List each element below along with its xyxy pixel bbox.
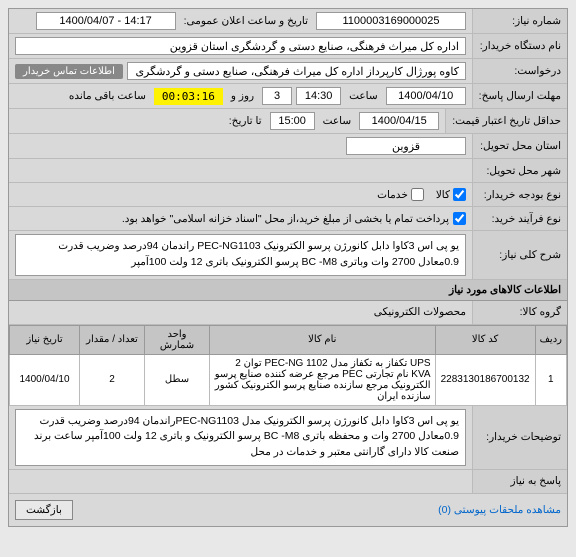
buyer-notes-label: توضیحات خریدار: xyxy=(472,406,567,469)
validity-label: حداقل تاریخ اعتبار قیمت: xyxy=(445,109,567,133)
city-label: شهر محل تحویل: xyxy=(472,159,567,182)
td-idx: 1 xyxy=(535,354,566,405)
row-requester: درخواست: اطلاعات تماس خریدار xyxy=(9,59,567,84)
table-header-row: ردیف کد کالا نام کالا واحد شمارش تعداد /… xyxy=(10,325,567,354)
days-word: روز و xyxy=(227,90,258,102)
items-table: ردیف کد کالا نام کالا واحد شمارش تعداد /… xyxy=(9,325,567,406)
contact-badge[interactable]: اطلاعات تماس خریدار xyxy=(15,64,123,79)
cb-goods-item[interactable]: کالا xyxy=(436,188,466,201)
requester-value-cell: اطلاعات تماس خریدار xyxy=(9,59,472,83)
hour-label-2: ساعت xyxy=(319,115,356,127)
validity-cell: ساعت تا تاریخ: xyxy=(9,109,445,133)
row-buyer-notes: توضیحات خریدار: یو پی اس 3کاوا دابل کانو… xyxy=(9,406,567,470)
main-desc-text: یو پی اس 3کاوا دابل کانورژن پرسو الکترون… xyxy=(15,234,466,276)
td-code: 2283130186700132 xyxy=(435,354,535,405)
announce-label: تاریخ و ساعت اعلان عمومی: xyxy=(180,15,312,27)
cb-goods-label: کالا xyxy=(436,189,450,201)
province-cell xyxy=(9,134,472,158)
process-note: پرداخت تمام یا بخشی از مبلغ خرید،از محل … xyxy=(122,213,449,225)
row-request-number: شماره نیاز: تاریخ و ساعت اعلان عمومی: xyxy=(9,9,567,34)
org-value-cell xyxy=(9,34,472,58)
row-city: شهر محل تحویل: xyxy=(9,159,567,183)
th-qty: تعداد / مقدار xyxy=(80,325,145,354)
reply-cell xyxy=(9,470,472,493)
back-button[interactable]: بازگشت xyxy=(15,500,73,520)
response-date-input[interactable] xyxy=(386,87,466,105)
td-date: 1400/04/10 xyxy=(10,354,80,405)
req-number-input[interactable] xyxy=(316,12,466,30)
requester-input[interactable] xyxy=(127,62,466,80)
row-validity: حداقل تاریخ اعتبار قیمت: ساعت تا تاریخ: xyxy=(9,109,567,134)
row-org: نام دستگاه خریدار: xyxy=(9,34,567,59)
countdown-timer: 00:03:16 xyxy=(154,88,223,105)
th-row: ردیف xyxy=(535,325,566,354)
th-name: نام کالا xyxy=(210,325,436,354)
form-container: شماره نیاز: تاریخ و ساعت اعلان عمومی: نا… xyxy=(8,8,568,527)
response-hour-input[interactable] xyxy=(296,87,341,105)
attachments-link[interactable]: مشاهده ملحقات پیوستی (0) xyxy=(438,504,561,516)
th-unit: واحد شمارش xyxy=(145,325,210,354)
footer-row: مشاهده ملحقات پیوستی (0) بازگشت xyxy=(9,494,567,526)
group-label: گروه کالا: xyxy=(472,301,567,324)
validity-date-input[interactable] xyxy=(359,112,439,130)
req-number-label: شماره نیاز: xyxy=(472,9,567,33)
requester-label: درخواست: xyxy=(472,59,567,83)
items-section-header: اطلاعات کالاهای مورد نیاز xyxy=(9,280,567,301)
process-cell: پرداخت تمام یا بخشی از مبلغ خرید،از محل … xyxy=(9,207,472,230)
hour-label-1: ساعت xyxy=(345,90,382,102)
remaining-label: ساعت باقی مانده xyxy=(65,90,150,102)
cb-goods[interactable] xyxy=(453,188,466,201)
row-process: نوع فرآیند خرید: پرداخت تمام یا بخشی از … xyxy=(9,207,567,231)
th-date: تاریخ نیاز xyxy=(10,325,80,354)
announce-value[interactable] xyxy=(36,12,176,30)
group-value: محصولات الکترونیکی xyxy=(374,306,466,318)
budget-checkboxes: کالا خدمات xyxy=(377,188,466,201)
cb-services-item[interactable]: خدمات xyxy=(377,188,424,201)
reply-label: پاسخ به نیاز xyxy=(472,470,567,493)
row-reply: پاسخ به نیاز xyxy=(9,470,567,494)
table-row: 1 2283130186700132 UPS تکفاز به تکفاز مد… xyxy=(10,354,567,405)
row-province: استان محل تحویل: xyxy=(9,134,567,159)
row-response-deadline: مهلت ارسال پاسخ: ساعت روز و 00:03:16 ساع… xyxy=(9,84,567,109)
budget-type-label: نوع بودجه خریدار: xyxy=(472,183,567,206)
row-group: گروه کالا: محصولات الکترونیکی xyxy=(9,301,567,325)
days-input[interactable] xyxy=(262,87,292,105)
main-desc-cell: یو پی اس 3کاوا دابل کانورژن پرسو الکترون… xyxy=(9,231,472,279)
cb-services[interactable] xyxy=(411,188,424,201)
org-label: نام دستگاه خریدار: xyxy=(472,34,567,58)
th-code: کد کالا xyxy=(435,325,535,354)
city-cell xyxy=(9,159,472,182)
td-qty: 2 xyxy=(80,354,145,405)
buyer-notes-text: یو پی اس 3کاوا دابل کانورژن پرسو الکترون… xyxy=(15,409,466,466)
buyer-notes-cell: یو پی اس 3کاوا دابل کانورژن پرسو الکترون… xyxy=(9,406,472,469)
group-cell: محصولات الکترونیکی xyxy=(9,301,472,324)
row-main-desc: شرح کلی نیاز: یو پی اس 3کاوا دابل کانورژ… xyxy=(9,231,567,280)
response-deadline-label: مهلت ارسال پاسخ: xyxy=(472,84,567,108)
cb-services-label: خدمات xyxy=(377,189,408,201)
td-unit: سطل xyxy=(145,354,210,405)
province-label: استان محل تحویل: xyxy=(472,134,567,158)
td-name: UPS تکفاز به تکفاز مدل PEC-NG 1102 توان … xyxy=(210,354,436,405)
process-label: نوع فرآیند خرید: xyxy=(472,207,567,230)
province-input[interactable] xyxy=(346,137,466,155)
main-desc-label: شرح کلی نیاز: xyxy=(472,231,567,279)
validity-hour-input[interactable] xyxy=(270,112,315,130)
budget-type-cell: کالا خدمات xyxy=(9,183,472,206)
cb-process[interactable] xyxy=(453,212,466,225)
req-number-value-cell: تاریخ و ساعت اعلان عمومی: xyxy=(9,9,472,33)
response-deadline-cell: ساعت روز و 00:03:16 ساعت باقی مانده xyxy=(9,84,472,108)
to-label: تا تاریخ: xyxy=(225,115,266,127)
org-input[interactable] xyxy=(15,37,466,55)
row-budget-type: نوع بودجه خریدار: کالا خدمات xyxy=(9,183,567,207)
